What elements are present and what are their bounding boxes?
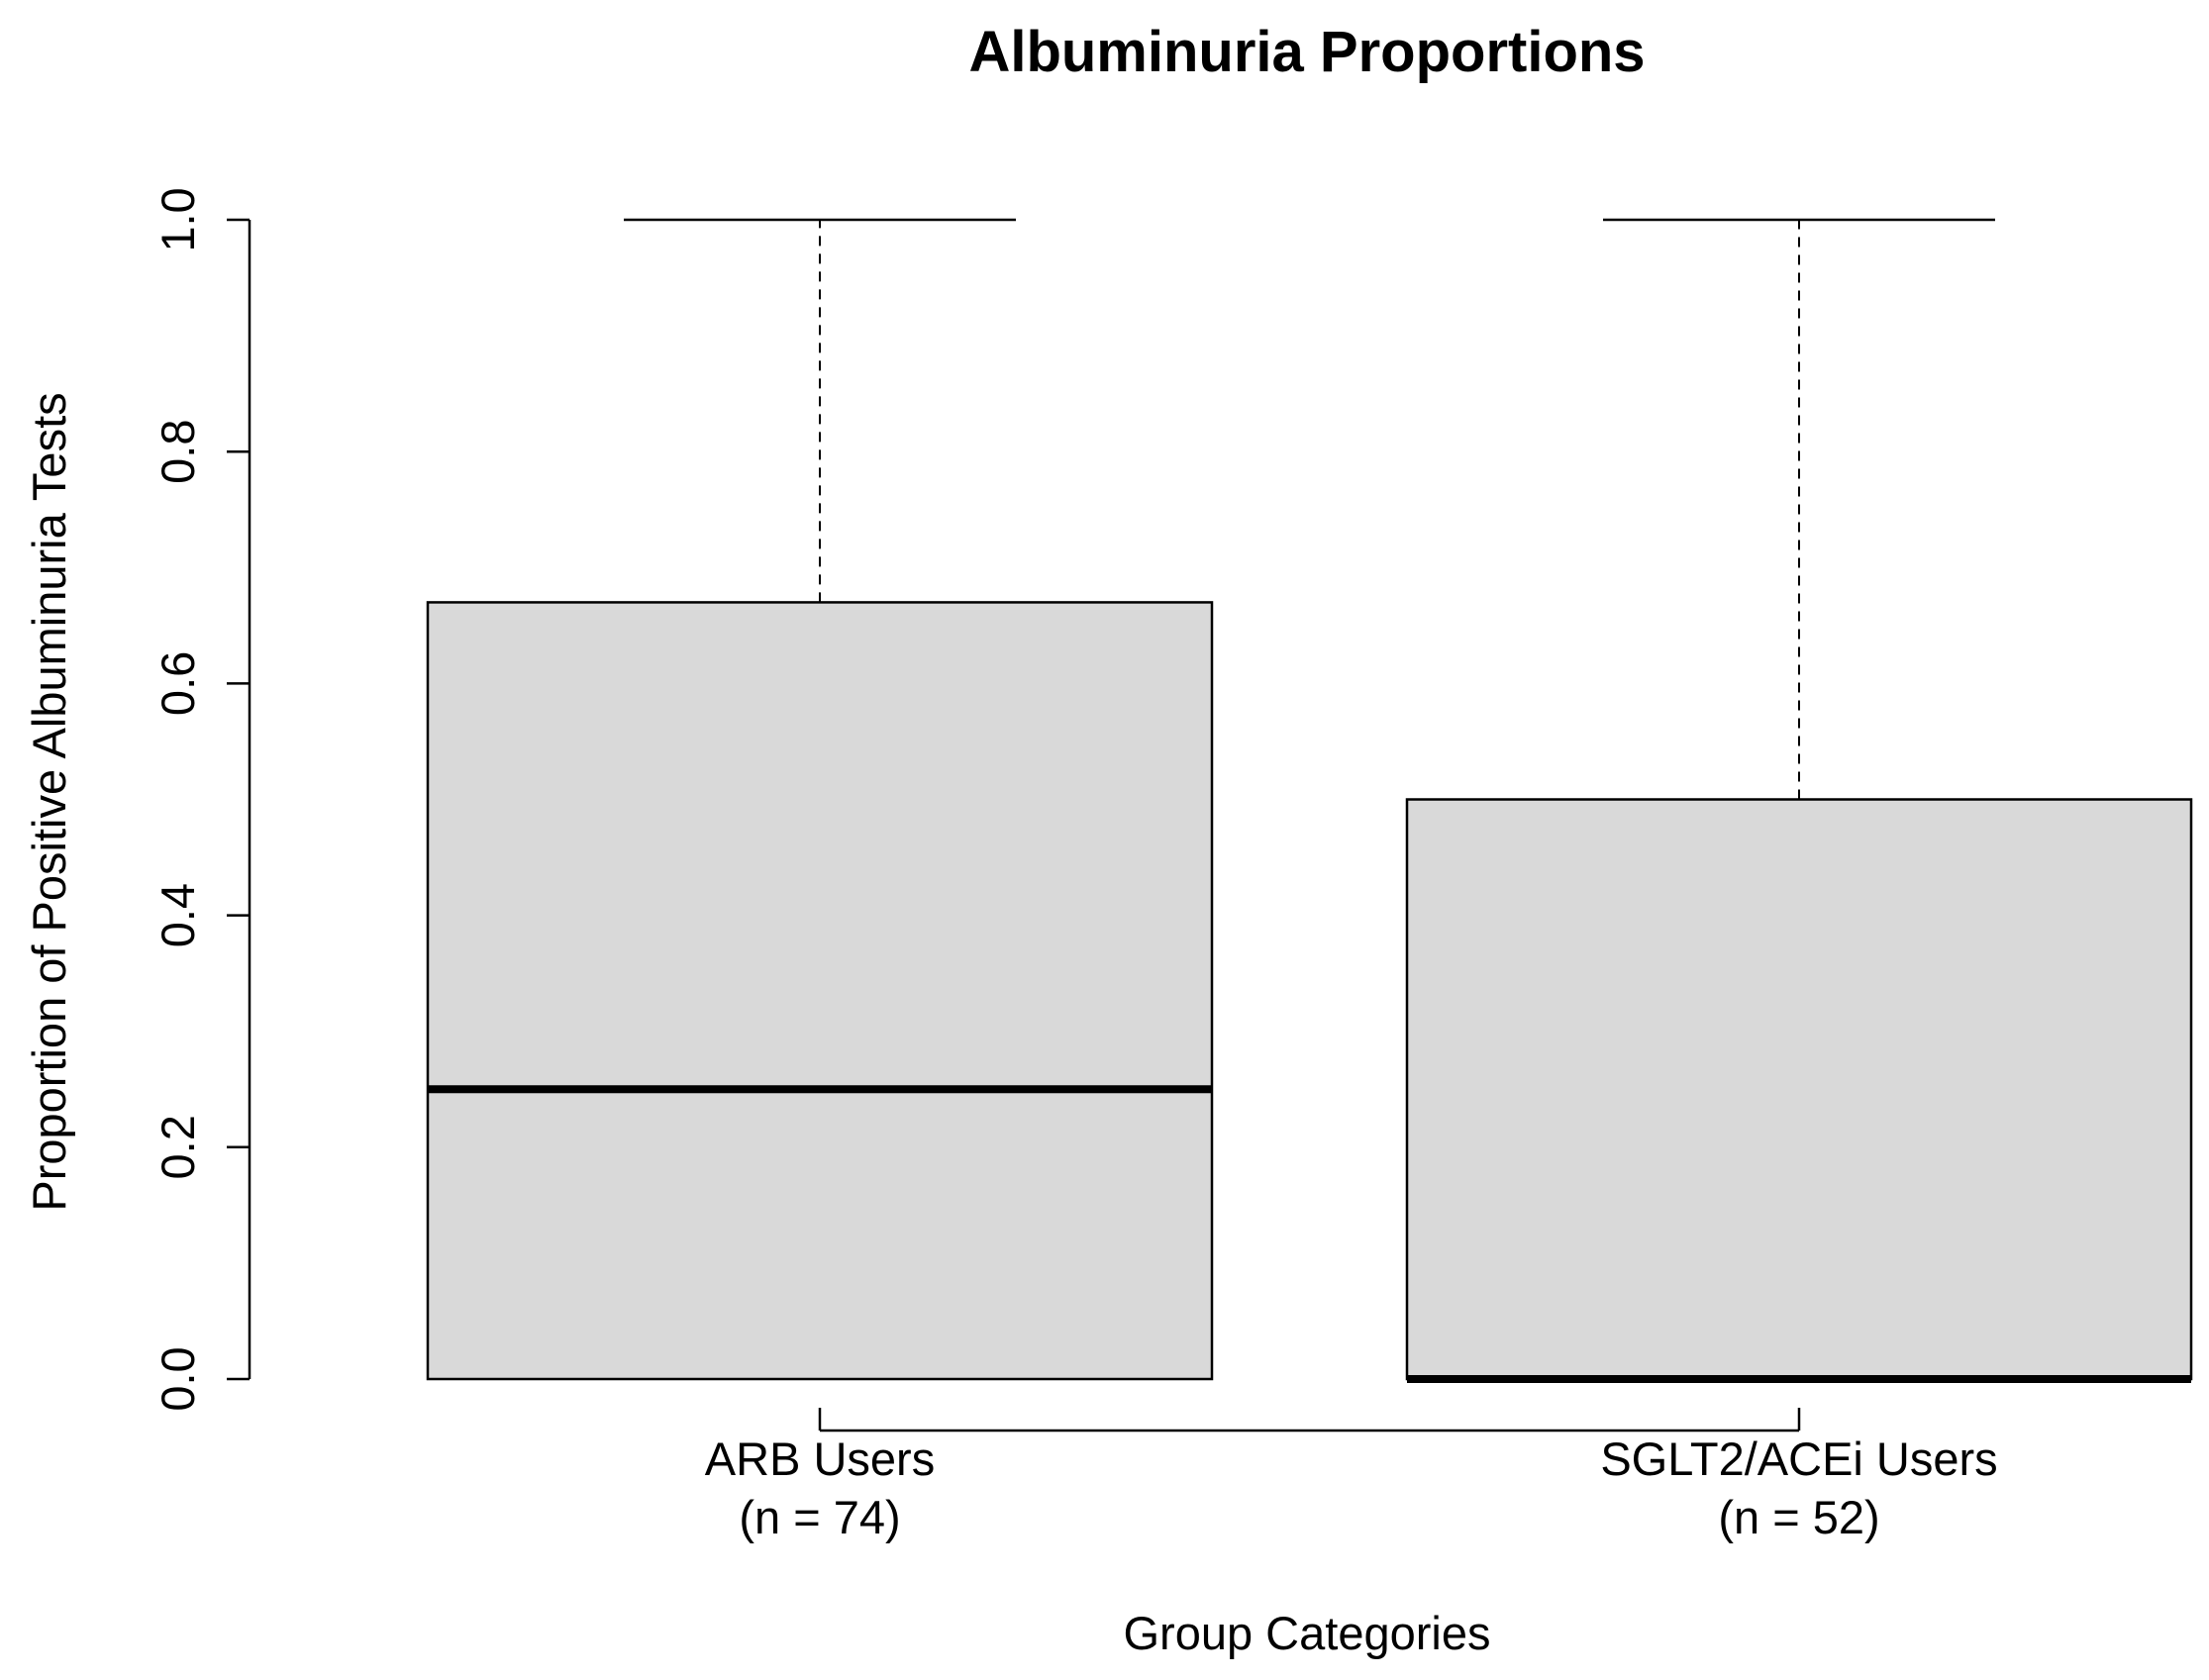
box-body (426, 601, 1214, 1381)
x-tick-sample-size: (n = 74) (739, 1491, 900, 1543)
y-tick-label: 0.2 (151, 1115, 204, 1179)
chart-title: Albuminuria Proportions (968, 20, 1645, 84)
box-group (426, 218, 1214, 1381)
box-group (1405, 218, 2193, 1383)
boxes (426, 218, 2193, 1383)
y-tick-label: 0.6 (151, 651, 204, 716)
y-tick-label: 0.0 (151, 1346, 204, 1411)
x-tick-label: ARB Users (705, 1433, 935, 1485)
y-axis: 0.0 0.2 0.4 0.6 0.8 1.0 (151, 187, 251, 1412)
x-axis: ARB Users (n = 74) SGLT2/ACEi Users (n = 52… (705, 1408, 1998, 1543)
y-tick-label: 0.8 (151, 420, 204, 484)
box-body (1405, 798, 2193, 1381)
y-axis-label: Proportion of Positive Albuminuria Tests (23, 392, 75, 1211)
x-tick-sample-size: (n = 52) (1718, 1491, 1879, 1543)
x-axis-label: Group Categories (1124, 1607, 1491, 1659)
y-tick-label: 0.4 (151, 883, 204, 947)
x-tick-label: SGLT2/ACEi Users (1600, 1433, 1997, 1485)
y-tick-label: 1.0 (151, 187, 204, 251)
